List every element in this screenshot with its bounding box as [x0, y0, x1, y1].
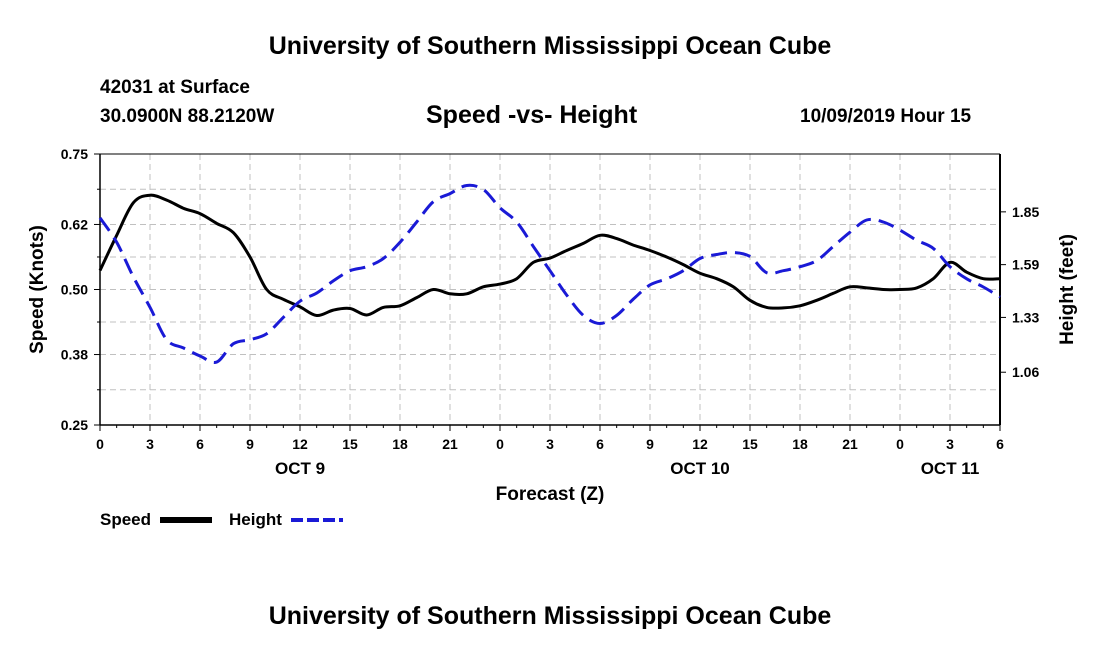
- x-tick-label: 21: [442, 436, 458, 452]
- height-series-line: [98, 183, 1001, 365]
- coordinates-label: 30.0900N 88.2120W: [100, 106, 275, 127]
- x-tick-label: 0: [96, 436, 104, 452]
- y-tick-label-right: 1.59: [1012, 257, 1039, 273]
- x-tick-label: 12: [692, 436, 708, 452]
- date-label: OCT 10: [670, 459, 730, 478]
- x-tick-label: 6: [596, 436, 604, 452]
- x-tick-label: 0: [496, 436, 504, 452]
- y-tick-label-left: 0.38: [61, 347, 88, 363]
- datetime-label: 10/09/2019 Hour 15: [800, 106, 972, 127]
- footer-title: University of Southern Mississippi Ocean…: [268, 602, 832, 630]
- label-layer: 0 3 6 9 12 15 18 21 0 3 6 9 12 15 18 21 0 3 6 OCT 9 OCT 10 OC…: [27, 146, 1078, 505]
- series-layer: [98, 183, 1001, 365]
- axis-layer: [94, 153, 1006, 431]
- x-tick-label: 6: [996, 436, 1004, 452]
- x-tick-label: 9: [646, 436, 654, 452]
- x-tick-label: 0: [896, 436, 904, 452]
- y-tick-label-right: 1.33: [1012, 309, 1039, 325]
- x-tick-label: 15: [742, 436, 758, 452]
- x-tick-label: 9: [246, 436, 254, 452]
- speed-series-line: [98, 193, 1001, 318]
- y-tick-label-left: 0.62: [61, 216, 88, 232]
- x-tick-label: 3: [946, 436, 954, 452]
- x-tick-label: 18: [792, 436, 808, 452]
- legend-height-label: Height: [229, 510, 282, 529]
- date-label: OCT 9: [275, 459, 325, 478]
- grid-layer: [99, 153, 1001, 426]
- x-tick-label: 3: [146, 436, 154, 452]
- y-tick-label-left: 0.75: [61, 146, 88, 162]
- y-tick-label-right: 1.06: [1012, 364, 1039, 380]
- x-tick-label: 6: [196, 436, 204, 452]
- chart-subtitle: Speed -vs- Height: [426, 101, 638, 129]
- y-tick-label-left: 0.25: [61, 417, 88, 433]
- x-axis-title: Forecast (Z): [496, 484, 605, 505]
- x-tick-label: 3: [546, 436, 554, 452]
- y-axis-title-right: Height (feet): [1057, 234, 1078, 345]
- y-tick-label-left: 0.50: [61, 282, 88, 298]
- date-label: OCT 11: [921, 459, 980, 478]
- x-tick-label: 18: [392, 436, 408, 452]
- header-title: University of Southern Mississippi Ocean…: [268, 32, 832, 60]
- legend-speed-label: Speed: [100, 510, 151, 529]
- y-tick-label-right: 1.85: [1012, 204, 1039, 220]
- x-tick-label: 12: [292, 436, 308, 452]
- y-axis-title-left: Speed (Knots): [27, 225, 48, 354]
- station-label: 42031 at Surface: [100, 77, 250, 98]
- x-tick-label: 21: [842, 436, 858, 452]
- x-tick-label: 15: [342, 436, 358, 452]
- legend: Speed Height: [100, 510, 343, 529]
